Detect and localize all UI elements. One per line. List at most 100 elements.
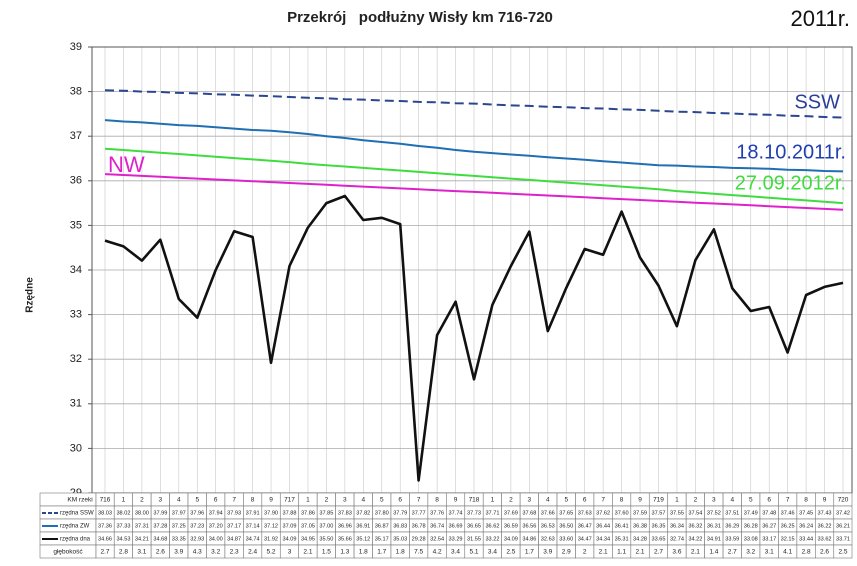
y-axis-label: Rzędne xyxy=(25,277,36,313)
y-tick-label: 30 xyxy=(70,442,82,454)
table-value: 35.17 xyxy=(375,536,389,542)
table-value: 36.78 xyxy=(412,523,426,529)
table-value: 1 xyxy=(122,497,126,504)
table-value: 9 xyxy=(823,497,827,504)
table-value: 36.91 xyxy=(356,523,370,529)
table-value: 36.69 xyxy=(449,523,463,529)
series-line xyxy=(104,147,844,205)
series-line xyxy=(104,194,844,482)
table-value: 1 xyxy=(675,497,679,504)
table-value: 3.2 xyxy=(746,549,755,556)
table-value: 7 xyxy=(232,497,236,504)
table-value: 36.34 xyxy=(670,523,684,529)
table-value: 37.80 xyxy=(375,510,389,516)
table-value: 2.8 xyxy=(119,549,128,556)
table-value: 34.74 xyxy=(246,536,260,542)
table-value: 1.4 xyxy=(709,549,718,556)
table-value: 32.63 xyxy=(541,536,555,542)
table-value: 2 xyxy=(583,549,587,556)
table-value: 1 xyxy=(491,497,495,504)
table-value: 2 xyxy=(140,497,144,504)
table-value: 32.74 xyxy=(670,536,684,542)
table-value: 38.03 xyxy=(98,510,112,516)
table-value: 37.00 xyxy=(319,523,333,529)
table-value: 5 xyxy=(195,497,199,504)
table-value: 32.15 xyxy=(781,536,795,542)
table-value: 32.93 xyxy=(190,536,204,542)
table-value: 38.00 xyxy=(135,510,149,516)
corner-label: 2011r. xyxy=(790,6,850,31)
table-value: 36.32 xyxy=(688,523,702,529)
table-value: 37.45 xyxy=(799,510,813,516)
table-value: 2 xyxy=(694,497,698,504)
table-value: 2.6 xyxy=(156,549,165,556)
table-value: 36.56 xyxy=(522,523,536,529)
y-tick-label: 37 xyxy=(70,130,82,142)
table-value: 2.7 xyxy=(100,549,109,556)
table-value: 2.8 xyxy=(802,549,811,556)
table-value: 34.22 xyxy=(688,536,702,542)
table-value: 37.09 xyxy=(283,523,297,529)
table-value: 37.33 xyxy=(116,523,130,529)
series-line xyxy=(104,89,844,119)
table-value: 36.74 xyxy=(430,523,444,529)
table-value: 3.9 xyxy=(174,549,183,556)
table-value: 5 xyxy=(380,497,384,504)
table-value: 4 xyxy=(546,497,550,504)
table-value: 1.7 xyxy=(377,549,386,556)
table-value: 37.54 xyxy=(688,510,702,516)
table-value: 8 xyxy=(804,497,808,504)
table-value: 36.65 xyxy=(467,523,481,529)
table-value: 37.96 xyxy=(190,510,204,516)
table-value: 31.92 xyxy=(264,536,278,542)
table-value: 3 xyxy=(159,497,163,504)
table-value: 34.21 xyxy=(135,536,149,542)
table-value: 2.7 xyxy=(728,549,737,556)
table-value: 36.41 xyxy=(615,523,629,529)
table-value: 7.5 xyxy=(414,549,423,556)
table-value: 37.73 xyxy=(467,510,481,516)
table-value: 37.85 xyxy=(319,510,333,516)
table-value: 33.65 xyxy=(652,536,666,542)
table-value: 37.71 xyxy=(485,510,499,516)
table-value: 9 xyxy=(454,497,458,504)
table-value: 7 xyxy=(786,497,790,504)
table-value: 32.54 xyxy=(430,536,444,542)
table-value: 2.4 xyxy=(248,549,257,556)
table-value: 3.9 xyxy=(543,549,552,556)
table-value: 35.50 xyxy=(319,536,333,542)
table-value: 2.7 xyxy=(654,549,663,556)
line-label: 27.09.2012r. xyxy=(735,172,846,194)
table-value: 33.08 xyxy=(744,536,758,542)
table-value: 4.1 xyxy=(783,549,792,556)
y-tick-label: 39 xyxy=(70,41,82,53)
table-value: 6 xyxy=(583,497,587,504)
y-tick-label: 32 xyxy=(70,353,82,365)
table-value: 36.27 xyxy=(762,523,776,529)
y-tick-label: 36 xyxy=(70,175,82,187)
table-value: 1.1 xyxy=(617,549,626,556)
table-value: 37.74 xyxy=(449,510,463,516)
table-value: 33.17 xyxy=(762,536,776,542)
table-value: 3 xyxy=(343,497,347,504)
table-value: 2.1 xyxy=(691,549,700,556)
table-value: 3 xyxy=(528,497,532,504)
table-value: 37.93 xyxy=(227,510,241,516)
table-value: 34.86 xyxy=(522,536,536,542)
table-value: 717 xyxy=(284,497,295,504)
table-value: 720 xyxy=(838,497,849,504)
table-value: 3 xyxy=(712,497,716,504)
table-value: 1.7 xyxy=(525,549,534,556)
table-value: 38.02 xyxy=(116,510,130,516)
table-value: 34.09 xyxy=(504,536,518,542)
table-value: 37.59 xyxy=(633,510,647,516)
table-value: 5.2 xyxy=(267,549,276,556)
table-value: 6 xyxy=(767,497,771,504)
table-value: 37.28 xyxy=(153,523,167,529)
table-value: 34.66 xyxy=(98,536,112,542)
table-value: 34.95 xyxy=(301,536,315,542)
table-value: 6 xyxy=(214,497,218,504)
table-value: 37.17 xyxy=(227,523,241,529)
table-value: 36.29 xyxy=(725,523,739,529)
table-value: 35.66 xyxy=(338,536,352,542)
